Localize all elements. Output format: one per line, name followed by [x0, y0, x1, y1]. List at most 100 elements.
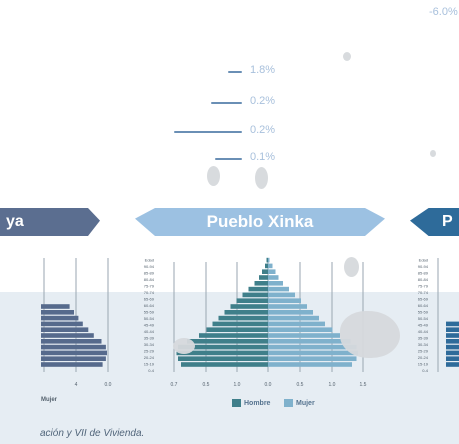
- ink-blot: [340, 311, 400, 358]
- bar-mujer: [268, 269, 276, 274]
- bar-mujer: [268, 281, 283, 286]
- bar-hombre: [254, 281, 268, 286]
- y-tick-label: 35-39: [144, 336, 155, 341]
- bar-hombre: [230, 304, 268, 309]
- y-tick-label: 45-49: [144, 323, 155, 328]
- bar-hombre: [266, 257, 268, 263]
- bar-left-panel: [41, 362, 103, 367]
- y-tick-label: 60-64: [144, 303, 155, 308]
- legend-label-mujer: Mujer: [296, 399, 315, 407]
- x-tick-label: 1.0: [329, 382, 336, 388]
- x-tick-label: 1.5: [360, 382, 367, 388]
- x-tick-label: 1.0: [234, 382, 241, 388]
- stat-line: [211, 102, 242, 104]
- stat-row: 0.2%: [150, 95, 310, 111]
- bar-left-panel: [41, 310, 74, 315]
- bar-hombre: [224, 310, 268, 315]
- x-tick-label: 0.0: [265, 382, 272, 388]
- y-tick-label: 85-89: [418, 271, 429, 276]
- bar-mujer: [268, 310, 313, 315]
- y-tick-label: 80-84: [418, 277, 429, 282]
- bar-right-panel: [446, 362, 459, 367]
- bar-hombre: [178, 344, 268, 350]
- bar-mujer: [268, 304, 307, 309]
- ink-blot: [430, 150, 436, 157]
- x-tick-label: 0.5: [203, 382, 210, 388]
- y-tick-label: Edad: [419, 258, 428, 263]
- bar-hombre: [181, 362, 268, 367]
- bar-mujer: [268, 263, 273, 269]
- ink-blot: [255, 167, 268, 189]
- bar-right-panel: [446, 356, 459, 361]
- bar-hombre: [212, 321, 268, 327]
- stat-line: [174, 131, 242, 133]
- x-tick-label: 4: [75, 382, 78, 388]
- bar-hombre: [236, 298, 268, 303]
- ink-blot: [173, 338, 195, 354]
- y-tick-label: 40-44: [418, 329, 429, 334]
- y-tick-label: 90-94: [418, 264, 429, 269]
- y-tick-label: 60-64: [418, 303, 429, 308]
- ink-blot: [344, 257, 359, 277]
- y-tick-label: 70-74: [418, 290, 429, 295]
- left-panel-axis-label: Mujer: [41, 397, 58, 403]
- y-tick-label: 30-34: [418, 342, 429, 347]
- bar-hombre: [218, 315, 268, 321]
- y-tick-label: 75-79: [144, 284, 155, 289]
- stat-line: [228, 71, 242, 73]
- legend-label-hombre: Hombre: [244, 399, 271, 407]
- bar-mujer: [268, 350, 358, 356]
- bar-left-panel: [41, 333, 94, 338]
- panel-title-left: ya: [0, 208, 100, 236]
- y-tick-label: 30-34: [144, 342, 155, 347]
- y-tick-label: 55-59: [418, 310, 429, 315]
- bar-mujer: [268, 275, 279, 280]
- stat-label: 0.2%: [250, 95, 276, 107]
- bar-mujer: [268, 327, 333, 332]
- y-tick-label: 80-84: [144, 277, 155, 282]
- y-tick-label: 50-54: [418, 316, 429, 321]
- bar-right-panel: [446, 321, 459, 327]
- bar-left-panel: [41, 344, 106, 350]
- bar-mujer: [268, 298, 301, 303]
- bar-mujer: [268, 292, 295, 298]
- stat-label: 1.8%: [250, 64, 276, 76]
- bar-hombre: [259, 275, 268, 280]
- bar-mujer: [268, 286, 289, 292]
- legend-hombre: Hombre: [232, 399, 270, 407]
- legend-mujer: Mujer: [284, 399, 315, 407]
- bar-mujer: [268, 333, 340, 338]
- bar-hombre: [178, 356, 268, 361]
- bar-left-panel: [41, 339, 102, 344]
- bar-mujer: [268, 344, 357, 350]
- x-tick-label: 0.0: [105, 382, 112, 388]
- stat-label: 0.1%: [250, 151, 276, 163]
- stat-row: 0.2%: [150, 124, 310, 140]
- bar-mujer: [268, 362, 352, 367]
- bar-hombre: [248, 286, 268, 292]
- y-tick-label: 25-29: [144, 349, 155, 354]
- bar-hombre: [199, 333, 268, 338]
- y-tick-label: 15-19: [144, 362, 155, 367]
- bar-left-panel: [41, 356, 106, 361]
- bar-mujer: [268, 321, 325, 327]
- bar-mujer: [268, 339, 351, 344]
- bar-hombre: [265, 263, 268, 269]
- y-tick-label: 40-44: [144, 329, 155, 334]
- bar-hombre: [242, 292, 268, 298]
- stat-line: [215, 158, 242, 160]
- bar-left-panel: [41, 321, 83, 327]
- x-tick-label: 0.5: [297, 382, 304, 388]
- panel-title-center: Pueblo Xinka: [135, 208, 385, 236]
- stat-top-value: -6.0%: [429, 6, 458, 18]
- y-tick-label: 55-59: [144, 310, 155, 315]
- panel-title-center-text: Pueblo Xinka: [206, 212, 314, 231]
- y-tick-label: 0-4: [422, 368, 429, 373]
- stat-row: 0.1%: [150, 151, 310, 167]
- y-tick-label: 20-24: [418, 355, 429, 360]
- bar-mujer: [268, 257, 270, 263]
- source-note: ación y VII de Vivienda.: [40, 428, 145, 439]
- y-tick-label: 70-74: [144, 290, 155, 295]
- x-tick-label: 0.7: [171, 382, 178, 388]
- bar-mujer: [268, 356, 357, 361]
